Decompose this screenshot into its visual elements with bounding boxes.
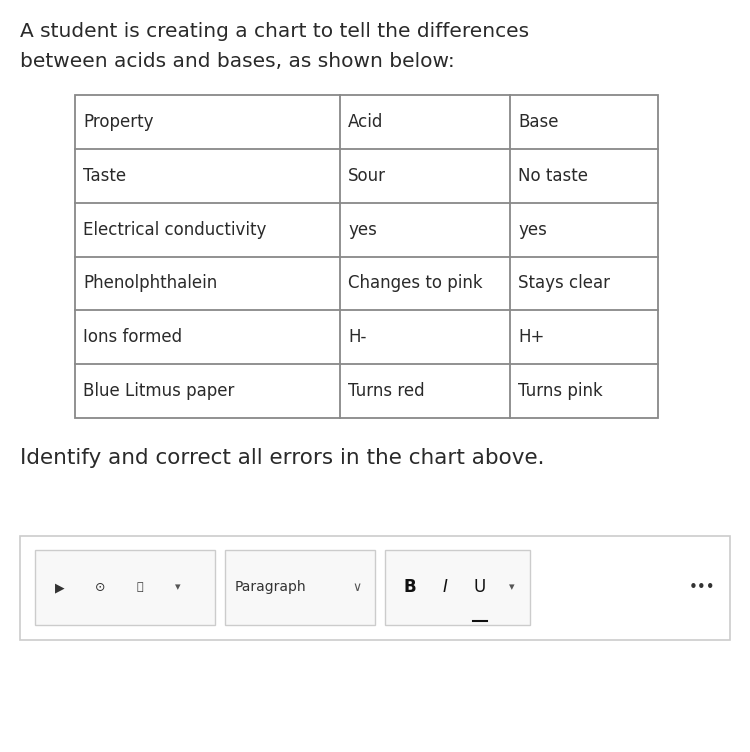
Text: Turns red: Turns red <box>348 382 424 400</box>
Text: between acids and bases, as shown below:: between acids and bases, as shown below: <box>20 52 454 71</box>
Text: I: I <box>442 578 448 596</box>
Text: Acid: Acid <box>348 113 383 131</box>
Text: Electrical conductivity: Electrical conductivity <box>83 220 266 238</box>
Text: A student is creating a chart to tell the differences: A student is creating a chart to tell th… <box>20 22 530 41</box>
Text: 🔗: 🔗 <box>136 583 143 593</box>
Text: Taste: Taste <box>83 167 126 185</box>
Text: ⊙: ⊙ <box>94 581 105 594</box>
Text: B: B <box>404 578 416 596</box>
Text: Blue Litmus paper: Blue Litmus paper <box>83 382 234 400</box>
Text: Turns pink: Turns pink <box>518 382 603 400</box>
Bar <box>20 536 730 640</box>
Text: Property: Property <box>83 113 154 131</box>
Text: yes: yes <box>518 220 547 238</box>
Text: ▶: ▶ <box>56 581 64 594</box>
Text: •••: ••• <box>688 580 715 595</box>
Text: Phenolphthalein: Phenolphthalein <box>83 274 218 293</box>
Text: H-: H- <box>348 329 366 346</box>
Text: Ions formed: Ions formed <box>83 329 182 346</box>
Text: H+: H+ <box>518 329 544 346</box>
Text: ∨: ∨ <box>352 581 362 594</box>
Text: Changes to pink: Changes to pink <box>348 274 483 293</box>
Text: Sour: Sour <box>348 167 386 185</box>
Bar <box>75 95 658 418</box>
Bar <box>35 550 215 625</box>
Text: Base: Base <box>518 113 559 131</box>
Bar <box>225 550 375 625</box>
Text: yes: yes <box>348 220 376 238</box>
Text: Paragraph: Paragraph <box>235 581 307 595</box>
Text: Identify and correct all errors in the chart above.: Identify and correct all errors in the c… <box>20 448 544 468</box>
Text: No taste: No taste <box>518 167 588 185</box>
Text: Stays clear: Stays clear <box>518 274 610 293</box>
Bar <box>385 550 530 625</box>
Text: ▾: ▾ <box>509 583 515 593</box>
Text: U: U <box>474 578 486 596</box>
Text: ▾: ▾ <box>176 583 181 593</box>
